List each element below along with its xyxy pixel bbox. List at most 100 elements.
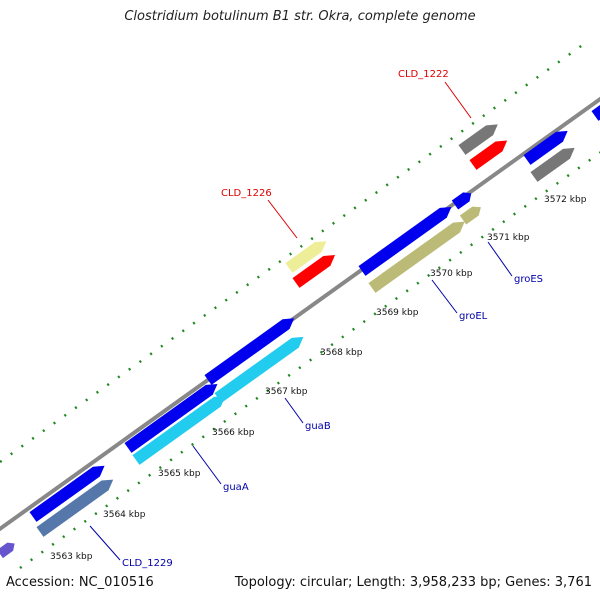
tick-dot [534, 197, 538, 201]
tick-dot [138, 359, 142, 364]
tick-dot [63, 413, 67, 417]
tick-dot [128, 367, 132, 371]
tick-label: 3567 kbp [265, 387, 308, 397]
gene-arrow [368, 221, 465, 293]
gene-label: guaB [305, 421, 331, 432]
leader-line [487, 241, 513, 277]
tick-dot [105, 504, 109, 508]
tick-dot [115, 496, 119, 500]
outer-tick-dots [0, 44, 582, 464]
tick-dot [212, 427, 216, 431]
tick-dot [471, 121, 475, 125]
tick-dot [364, 198, 368, 202]
tick-dot [299, 244, 303, 248]
tick-dot [321, 229, 325, 233]
gene-arrow [204, 318, 295, 385]
tick-dot [190, 442, 195, 447]
tick-dot [158, 465, 162, 470]
tick-dot [449, 137, 454, 141]
gene-arrow [132, 395, 226, 465]
tick-dot [0, 459, 3, 464]
genome-backbone [0, 96, 600, 532]
gene-arrow [0, 542, 15, 559]
tick-dot [514, 91, 518, 95]
leader-line [284, 397, 304, 424]
tick-dot [94, 512, 98, 516]
tick-dot [148, 473, 152, 477]
tick-dot [482, 114, 486, 118]
tick-dot [180, 450, 184, 454]
tick-dot [287, 373, 291, 377]
accession-text: Accession: NC_010516 [6, 575, 154, 590]
genome-summary: Topology: circular; Length: 3,958,233 bp… [234, 575, 592, 590]
tick-dot [351, 327, 356, 331]
tick-dot [223, 419, 227, 424]
gene-arrow [29, 465, 105, 522]
tick-dot [137, 481, 141, 485]
gene-arrow [459, 206, 481, 225]
tick-dot [203, 313, 207, 318]
tick-dot [407, 167, 411, 172]
tick-dot [555, 181, 559, 185]
tick-dot [331, 221, 336, 225]
tick-dot [342, 213, 346, 218]
gene-arrow [591, 102, 600, 121]
gene-arrow [451, 192, 472, 210]
tick-dot [577, 166, 581, 170]
tick-dot [437, 266, 441, 270]
tick-dot [117, 375, 121, 379]
tick-dot [19, 565, 23, 570]
gene-arrow [36, 479, 114, 537]
tick-label: 3563 kbp [50, 552, 93, 562]
tick-dot [52, 421, 57, 425]
tick-label: 3569 kbp [376, 308, 419, 318]
tick-dot [427, 273, 431, 278]
tick-dot [255, 396, 259, 401]
tick-dot [233, 412, 237, 416]
gene-arrow [469, 140, 508, 170]
tick-dot [460, 129, 464, 133]
tick-dot [502, 220, 506, 224]
tick-dot [246, 283, 250, 287]
tick-dot [267, 267, 271, 271]
tick-dot [341, 335, 345, 339]
tick-dot [192, 321, 196, 325]
tick-dot [545, 189, 549, 193]
tick-dot [362, 319, 366, 324]
tick-dot [459, 250, 463, 255]
tick-label: 3565 kbp [158, 469, 201, 479]
gene-arrow [124, 383, 218, 453]
tick-dot [503, 98, 507, 102]
gene-label: CLD_1222 [398, 69, 449, 80]
tick-dot [353, 206, 357, 210]
tick-dot [588, 158, 592, 162]
tick-dot [160, 344, 164, 348]
genome-title: Clostridium botulinum B1 str. Okra, comp… [124, 9, 476, 24]
gene-label: guaA [223, 482, 249, 493]
tick-dot [448, 258, 452, 262]
tick-dot [405, 289, 409, 293]
tick-dot [566, 174, 570, 178]
tick-dot [149, 352, 153, 356]
tick-dot [568, 52, 572, 56]
tick-dot [439, 144, 443, 149]
tick-dot [373, 312, 377, 316]
tick-dot [384, 304, 388, 308]
leader-line [267, 199, 298, 239]
tick-dot [244, 404, 248, 408]
tick-dot [578, 44, 582, 49]
tick-dot [83, 519, 87, 523]
gene-arrow [214, 336, 304, 403]
tick-dot [491, 227, 495, 231]
gene-arrow [523, 130, 568, 165]
leader-line [192, 445, 222, 485]
gene-label: groES [514, 274, 543, 285]
tick-dot [126, 488, 130, 493]
tick-dot [276, 381, 280, 385]
tick-label: 3564 kbp [103, 510, 146, 520]
tick-label: 3571 kbp [487, 233, 530, 243]
tick-dot [374, 190, 378, 195]
tick-dot [10, 452, 14, 456]
tick-dot [557, 60, 561, 64]
